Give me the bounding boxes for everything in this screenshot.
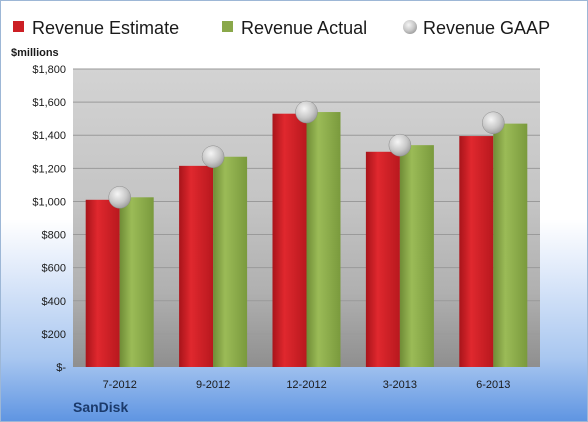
gaap-markers (108, 100, 505, 209)
y-axis-unit-label: $millions (11, 47, 59, 59)
bar-revenue-estimate-7-2012 (85, 199, 120, 367)
y-tick-label: $800 (42, 230, 66, 242)
marker-revenue-gaap-3-2013 (388, 133, 412, 157)
x-tick-label: 12-2012 (286, 379, 326, 391)
y-tick-label: $400 (42, 296, 66, 308)
bar-revenue-actual-7-2012 (119, 197, 154, 367)
bar-revenue-estimate-3-2013 (365, 151, 400, 367)
y-tick-label: $200 (42, 329, 66, 341)
x-tick-label: 3-2013 (383, 379, 417, 391)
y-tick-label: $1,000 (32, 196, 66, 208)
legend-marker-revenue-gaap (403, 20, 417, 34)
x-tick-label: 6-2013 (476, 379, 510, 391)
y-axis-ticks: $- $200 $400 $600 $800 $1,000 $1,200 $1,400 $1,6… (32, 64, 66, 374)
legend-label-revenue-actual: Revenue Actual (241, 18, 367, 38)
bar-revenue-estimate-6-2013 (459, 136, 494, 367)
marker-revenue-gaap-7-2012 (108, 186, 131, 209)
bar-revenue-actual-3-2013 (399, 145, 434, 367)
y-tick-label: $600 (42, 263, 66, 275)
company-label: SanDisk (73, 399, 128, 415)
legend-label-revenue-estimate: Revenue Estimate (32, 18, 179, 38)
bar-revenue-actual-12-2012 (306, 112, 341, 368)
y-tick-label: $1,200 (32, 163, 66, 175)
legend-label-revenue-gaap: Revenue GAAP (423, 18, 550, 38)
bars (85, 112, 528, 368)
x-tick-label: 7-2012 (103, 379, 137, 391)
y-tick-label: $- (56, 362, 66, 374)
bar-revenue-actual-9-2012 (213, 156, 248, 367)
bar-revenue-estimate-9-2012 (179, 165, 214, 367)
bar-revenue-estimate-12-2012 (272, 113, 307, 367)
x-axis-ticks: 7-2012 9-2012 12-2012 3-2013 6-2013 (103, 379, 511, 391)
legend-swatch-revenue-estimate (13, 21, 24, 32)
marker-revenue-gaap-9-2012 (201, 145, 225, 168)
marker-revenue-gaap-12-2012 (295, 100, 318, 124)
x-tick-label: 9-2012 (196, 379, 230, 391)
legend-swatch-revenue-actual (222, 21, 233, 32)
y-tick-label: $1,800 (32, 64, 66, 76)
marker-revenue-gaap-6-2013 (482, 111, 505, 135)
y-tick-label: $1,600 (32, 97, 66, 109)
bar-revenue-actual-6-2013 (493, 123, 528, 367)
legend: Revenue Estimate Revenue Actual Revenue … (13, 18, 550, 38)
y-tick-label: $1,400 (32, 130, 66, 142)
